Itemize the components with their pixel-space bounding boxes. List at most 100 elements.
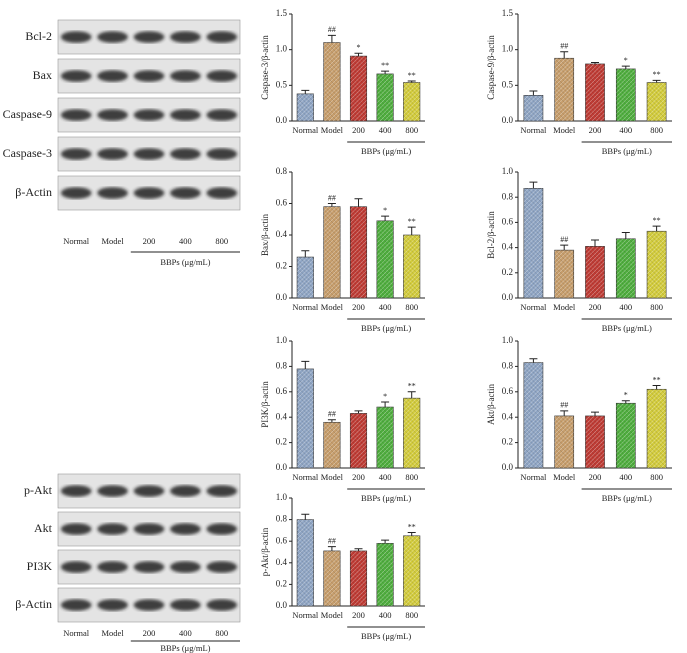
bar-hatch — [323, 550, 341, 606]
bar-hatch — [376, 407, 394, 468]
error-bar — [381, 70, 390, 74]
error-bar — [327, 203, 336, 207]
error-bar — [591, 239, 599, 247]
x-tick-label: Normal — [292, 125, 319, 135]
blot-lane-label: Normal — [63, 236, 90, 246]
x-tick-label: 200 — [589, 125, 602, 135]
error-bar — [529, 90, 538, 96]
significance: * — [383, 206, 387, 215]
x-tick-label: Normal — [292, 610, 319, 620]
blot-band — [133, 70, 165, 82]
y-tick-label: 0.8 — [276, 514, 288, 524]
error-bar — [529, 358, 538, 363]
blot-band — [206, 148, 238, 160]
blot-x-label: BBPs (μg/mL) — [160, 257, 210, 267]
blot-band — [97, 485, 128, 497]
bar-hatch — [585, 415, 605, 468]
y-axis-label: PI3K/β-actin — [260, 381, 270, 428]
blot-band — [170, 523, 201, 535]
error-bar — [407, 80, 416, 83]
blot-lane-label: 200 — [143, 628, 156, 638]
y-tick-label: 1.0 — [502, 335, 514, 345]
blot-band — [60, 187, 92, 199]
bar-hatch — [647, 231, 667, 298]
bar-hatch — [585, 63, 605, 121]
x-tick-label: 200 — [352, 472, 365, 482]
error-bar — [381, 539, 390, 544]
blot-band — [170, 599, 201, 611]
blot-band — [97, 561, 128, 573]
y-tick-label: 0.0 — [276, 115, 288, 125]
blot-band — [97, 31, 128, 43]
blot-band — [170, 187, 201, 199]
bar-hatch — [297, 519, 314, 606]
error-bar — [407, 226, 416, 235]
blot-band — [60, 70, 92, 82]
bar-hatch — [403, 535, 420, 606]
x-tick-label: 800 — [650, 302, 663, 312]
y-tick-label: 0.0 — [502, 462, 514, 472]
error-bar — [591, 62, 599, 64]
blot-row-label: PI3K — [27, 559, 53, 573]
bar-hatch — [403, 398, 420, 468]
blot-band — [60, 523, 92, 535]
y-tick-label: 1.0 — [276, 492, 288, 502]
blot-row-label: β-Actin — [15, 185, 52, 199]
bar-hatch — [376, 220, 394, 298]
x-tick-label: 800 — [405, 302, 418, 312]
blot-band — [133, 599, 165, 611]
y-tick-label: 0.4 — [276, 557, 288, 567]
error-bar — [381, 401, 390, 408]
bar-hatch — [523, 95, 543, 121]
error-bar — [354, 198, 363, 207]
bar-hatch — [297, 368, 314, 468]
error-bar — [327, 34, 336, 43]
blot-band — [133, 561, 165, 573]
x-axis-label: BBPs (μg/mL) — [361, 323, 411, 333]
blot-band — [133, 187, 165, 199]
y-tick-label: 1.0 — [276, 44, 288, 54]
x-tick-label: Model — [321, 302, 344, 312]
error-bar — [354, 52, 363, 57]
blot-band — [60, 31, 92, 43]
blot-band — [170, 109, 201, 121]
y-axis-label: Caspase-3/β-actin — [260, 35, 270, 100]
significance: * — [383, 392, 387, 401]
x-tick-label: 400 — [619, 302, 632, 312]
bar-hatch — [323, 206, 341, 298]
blot-band — [206, 523, 238, 535]
significance: * — [624, 56, 628, 65]
x-axis-label: BBPs (μg/mL) — [602, 323, 652, 333]
bar-hatch — [554, 250, 574, 298]
significance: ## — [328, 536, 336, 545]
blot-band — [97, 109, 128, 121]
y-tick-label: 1.5 — [276, 8, 288, 18]
error-bar — [381, 215, 390, 221]
x-axis-label: BBPs (μg/mL) — [361, 631, 411, 641]
y-axis-label: Caspase-9/β-actin — [486, 35, 496, 100]
bar-hatch — [647, 82, 667, 121]
bar-hatch — [376, 543, 394, 606]
y-tick-label: 0.8 — [502, 360, 514, 370]
error-bar — [354, 410, 363, 414]
blot-band — [60, 485, 92, 497]
bar-hatch — [616, 238, 636, 298]
y-tick-label: 0.2 — [276, 437, 287, 447]
x-tick-label: 200 — [352, 610, 365, 620]
blot-row-label: Bcl-2 — [25, 29, 52, 43]
blot-band — [206, 599, 238, 611]
significance: ## — [560, 42, 568, 51]
x-tick-label: 400 — [379, 302, 392, 312]
blot-lane-label: 200 — [143, 236, 156, 246]
bar-hatch — [554, 58, 574, 121]
bar-hatch — [350, 56, 367, 121]
y-axis-label: Akt/β-actin — [486, 383, 496, 425]
error-bar — [652, 225, 661, 232]
x-axis-label: BBPs (μg/mL) — [361, 146, 411, 156]
y-tick-label: 0.0 — [502, 115, 514, 125]
x-tick-label: Normal — [520, 125, 547, 135]
y-axis-label: p-Akt/β-actin — [260, 527, 270, 576]
significance: * — [357, 43, 361, 52]
blot-band — [97, 599, 128, 611]
significance: * — [624, 391, 628, 400]
